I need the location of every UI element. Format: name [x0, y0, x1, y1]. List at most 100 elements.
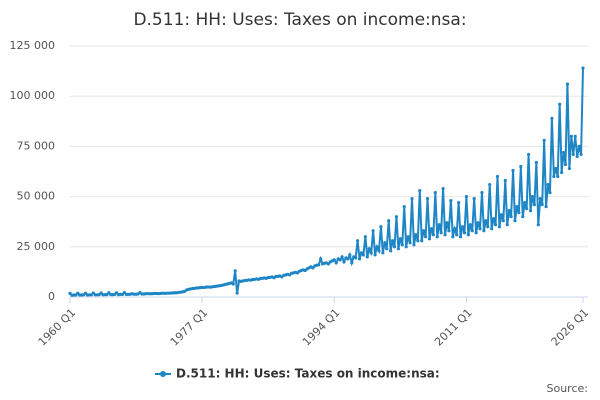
point	[554, 166, 558, 171]
point	[422, 229, 426, 233]
point	[427, 237, 432, 241]
point	[560, 170, 564, 175]
point	[418, 188, 422, 193]
point	[334, 261, 338, 265]
point	[363, 235, 367, 239]
point	[404, 245, 408, 249]
point	[493, 223, 498, 227]
point	[552, 174, 556, 179]
point	[361, 253, 366, 257]
point	[561, 150, 566, 155]
point	[526, 152, 531, 157]
point	[326, 262, 331, 266]
point	[567, 166, 571, 171]
point	[486, 225, 490, 229]
point	[441, 186, 445, 191]
point	[507, 209, 511, 213]
chart-title: D.511: HH: Uses: Taxes on income:nsa:	[133, 10, 466, 30]
point	[548, 190, 552, 195]
point	[371, 229, 375, 233]
point	[577, 144, 581, 148]
point	[447, 229, 451, 233]
point	[412, 243, 416, 247]
point	[431, 233, 435, 237]
point	[425, 197, 430, 201]
point	[379, 225, 383, 229]
point	[311, 266, 315, 270]
point	[359, 251, 364, 255]
point	[381, 251, 385, 255]
point	[451, 235, 455, 239]
point	[410, 197, 414, 201]
x-tick-label: 1977 Q1	[168, 306, 211, 349]
point	[369, 251, 373, 255]
point	[525, 207, 529, 211]
source: Source:	[547, 382, 589, 395]
x-tick-label: 2026 Q1	[549, 306, 592, 349]
point	[424, 235, 428, 239]
point	[490, 227, 494, 231]
point	[319, 257, 323, 261]
point	[400, 243, 404, 247]
point	[390, 239, 395, 243]
point	[501, 219, 505, 223]
point	[484, 219, 488, 223]
y-tick-label: 50 000	[17, 190, 56, 203]
point	[470, 229, 474, 233]
point	[453, 227, 457, 231]
point	[476, 221, 480, 225]
point	[482, 229, 486, 233]
point	[517, 211, 521, 215]
legend-marker	[160, 371, 166, 377]
point	[455, 233, 459, 237]
point	[581, 66, 585, 70]
point	[348, 253, 352, 257]
point	[528, 209, 533, 213]
point	[443, 233, 447, 237]
point	[511, 168, 515, 173]
point	[468, 223, 472, 227]
point	[519, 164, 523, 169]
point	[367, 247, 371, 251]
point	[383, 241, 387, 245]
legend-label: D.511: HH: Uses: Taxes on income:nsa:	[176, 367, 440, 381]
point	[439, 231, 443, 235]
x-tick-label: 1994 Q1	[300, 306, 343, 349]
point	[480, 190, 484, 195]
x-tick-label: 1960 Q1	[36, 306, 79, 349]
point	[565, 82, 570, 86]
y-tick-label: 0	[48, 290, 55, 303]
point	[521, 215, 525, 219]
point	[429, 227, 434, 231]
point	[354, 256, 358, 260]
x-tick-label: 2011 Q1	[432, 306, 475, 349]
point	[340, 255, 344, 259]
point	[536, 223, 540, 227]
point	[573, 134, 577, 138]
point	[499, 213, 503, 217]
point	[509, 215, 513, 219]
point	[389, 249, 393, 253]
point	[408, 241, 412, 245]
point	[515, 205, 519, 209]
point	[505, 223, 509, 227]
point	[464, 195, 469, 199]
point	[462, 231, 467, 235]
point	[569, 134, 573, 138]
point	[550, 116, 554, 120]
point	[488, 182, 492, 187]
point	[346, 257, 350, 261]
point	[396, 247, 400, 251]
point	[233, 269, 237, 273]
point	[375, 245, 379, 249]
point	[398, 237, 402, 241]
point	[235, 291, 239, 295]
point	[530, 195, 535, 199]
point	[387, 219, 391, 223]
y-tick-label: 75 000	[17, 139, 56, 152]
point	[474, 231, 478, 235]
point	[571, 152, 575, 157]
point	[534, 160, 538, 165]
point	[540, 203, 544, 207]
